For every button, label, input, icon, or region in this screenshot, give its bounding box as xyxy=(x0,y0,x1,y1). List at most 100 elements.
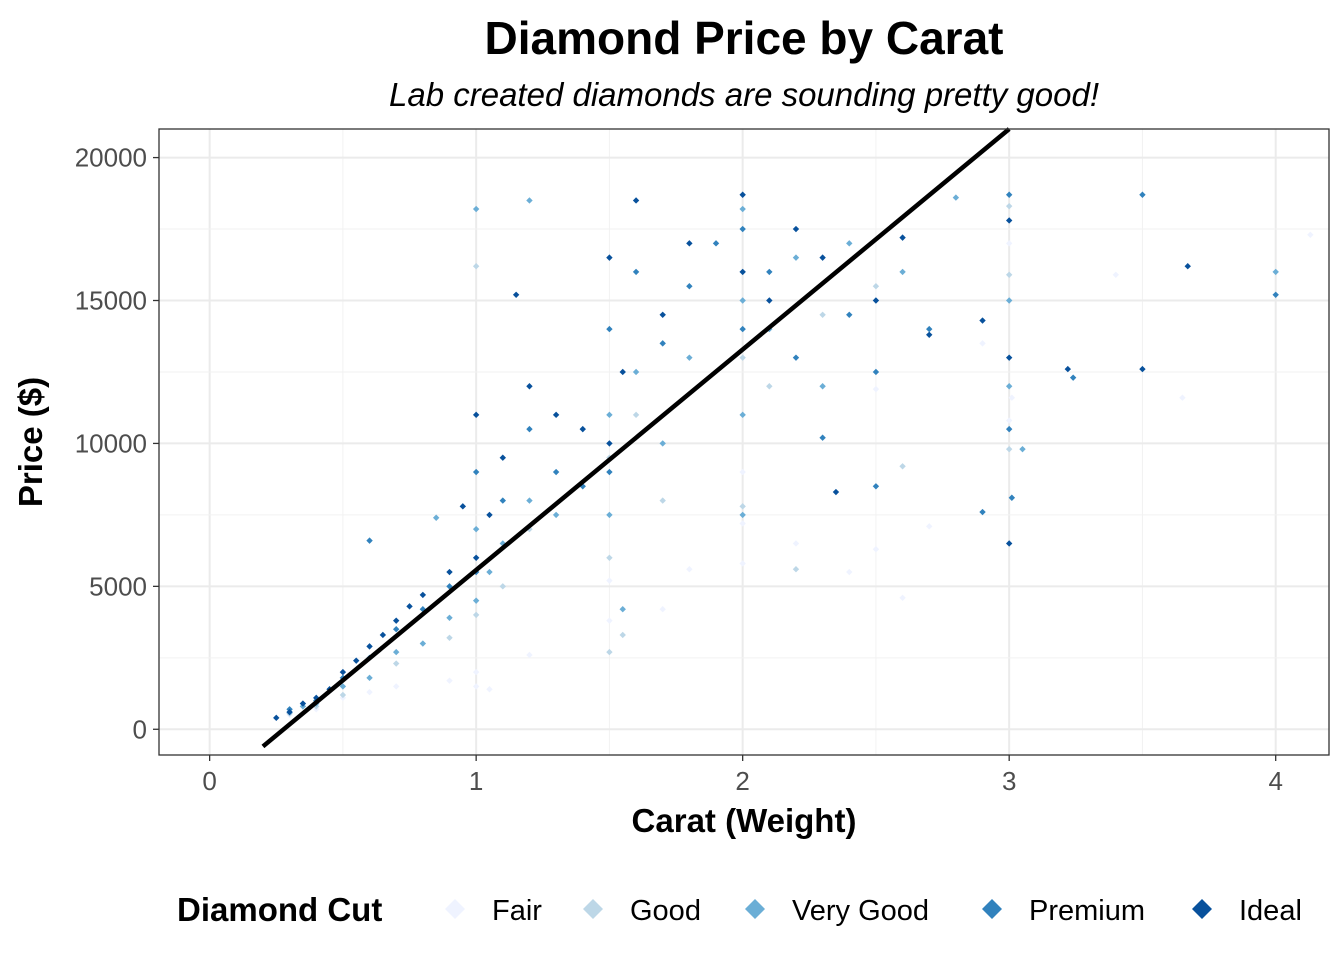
y-tick-label: 10000 xyxy=(75,428,147,458)
data-point xyxy=(792,566,800,573)
legend-title: Diamond Cut xyxy=(177,891,382,928)
data-point xyxy=(1008,394,1016,401)
data-point xyxy=(1179,394,1186,401)
data-point xyxy=(392,626,400,633)
data-point xyxy=(606,440,613,447)
data-point xyxy=(739,520,746,527)
data-point xyxy=(739,191,746,198)
data-point xyxy=(366,674,373,682)
data-point xyxy=(686,566,693,573)
data-point xyxy=(286,708,293,716)
legend: Diamond Cut Fair Good Very Good Premium Idea… xyxy=(177,891,1302,928)
data-point xyxy=(446,634,453,642)
data-point xyxy=(499,454,507,461)
data-point xyxy=(846,311,853,318)
data-point xyxy=(353,657,360,664)
x-tick-label: 0 xyxy=(202,766,216,796)
data-point xyxy=(446,568,453,576)
legend-label: Premium xyxy=(1029,895,1145,927)
data-point xyxy=(526,425,533,433)
data-point xyxy=(926,523,933,530)
data-point xyxy=(1005,297,1013,304)
data-point xyxy=(846,240,853,247)
y-tick-label: 15000 xyxy=(75,286,147,316)
x-tick-label: 3 xyxy=(1002,766,1016,796)
data-point xyxy=(552,468,560,476)
data-point xyxy=(792,540,800,547)
data-point xyxy=(899,234,906,241)
data-point xyxy=(579,425,586,433)
data-point xyxy=(499,497,507,504)
data-point xyxy=(659,497,666,504)
data-point xyxy=(739,503,746,510)
data-point xyxy=(766,268,773,276)
chart-title: Diamond Price by Carat xyxy=(485,12,1004,64)
data-point xyxy=(446,614,453,621)
data-point xyxy=(899,594,906,601)
data-point xyxy=(819,383,826,390)
data-point xyxy=(739,225,746,233)
data-point xyxy=(472,205,480,213)
data-point xyxy=(766,297,773,304)
data-point xyxy=(979,317,986,324)
data-point xyxy=(1005,271,1013,278)
data-point xyxy=(619,606,626,613)
data-point xyxy=(472,668,480,676)
data-point xyxy=(739,560,746,567)
data-point xyxy=(846,568,853,576)
data-point xyxy=(606,511,613,519)
data-point xyxy=(486,511,493,519)
data-point xyxy=(899,268,906,276)
data-point xyxy=(872,297,880,304)
legend-label: Good xyxy=(630,895,701,927)
legend-key xyxy=(583,899,603,919)
data-point xyxy=(739,354,746,361)
data-point xyxy=(606,254,613,261)
data-point xyxy=(632,197,640,204)
data-point xyxy=(432,514,440,521)
data-point xyxy=(1184,263,1191,270)
data-point xyxy=(1005,217,1013,224)
data-point xyxy=(552,411,560,419)
y-tick-label: 0 xyxy=(133,714,147,744)
data-point xyxy=(1005,425,1013,433)
y-axis-title: Price ($) xyxy=(12,377,49,507)
data-point xyxy=(299,700,307,707)
legend-label: Ideal xyxy=(1239,895,1302,927)
data-point xyxy=(1008,494,1016,501)
data-point xyxy=(459,503,467,510)
data-point xyxy=(446,677,453,684)
data-point xyxy=(273,714,280,722)
data-point xyxy=(472,468,480,476)
data-point xyxy=(526,497,533,504)
data-point xyxy=(472,411,480,419)
data-point xyxy=(606,411,613,419)
data-point xyxy=(472,683,480,690)
data-point xyxy=(739,325,746,333)
data-point xyxy=(472,611,480,619)
data-point xyxy=(1069,374,1077,381)
data-point xyxy=(1064,365,1072,373)
data-point xyxy=(766,383,773,390)
legend-key xyxy=(745,899,765,919)
x-tick-label: 1 xyxy=(469,766,483,796)
data-point xyxy=(632,411,640,419)
data-point xyxy=(659,606,666,613)
data-point xyxy=(739,511,746,519)
data-point xyxy=(712,240,720,247)
legend-key xyxy=(445,899,465,919)
data-point xyxy=(979,508,986,516)
data-point xyxy=(872,483,880,490)
data-point xyxy=(739,268,746,276)
trend-line xyxy=(261,127,1011,749)
data-point xyxy=(1005,240,1013,247)
data-point xyxy=(739,468,746,476)
data-point xyxy=(739,297,746,304)
data-point xyxy=(792,354,800,361)
data-point xyxy=(392,660,400,667)
data-point xyxy=(1005,383,1013,390)
data-point xyxy=(339,683,347,690)
data-point xyxy=(486,686,493,693)
data-point xyxy=(392,648,400,656)
